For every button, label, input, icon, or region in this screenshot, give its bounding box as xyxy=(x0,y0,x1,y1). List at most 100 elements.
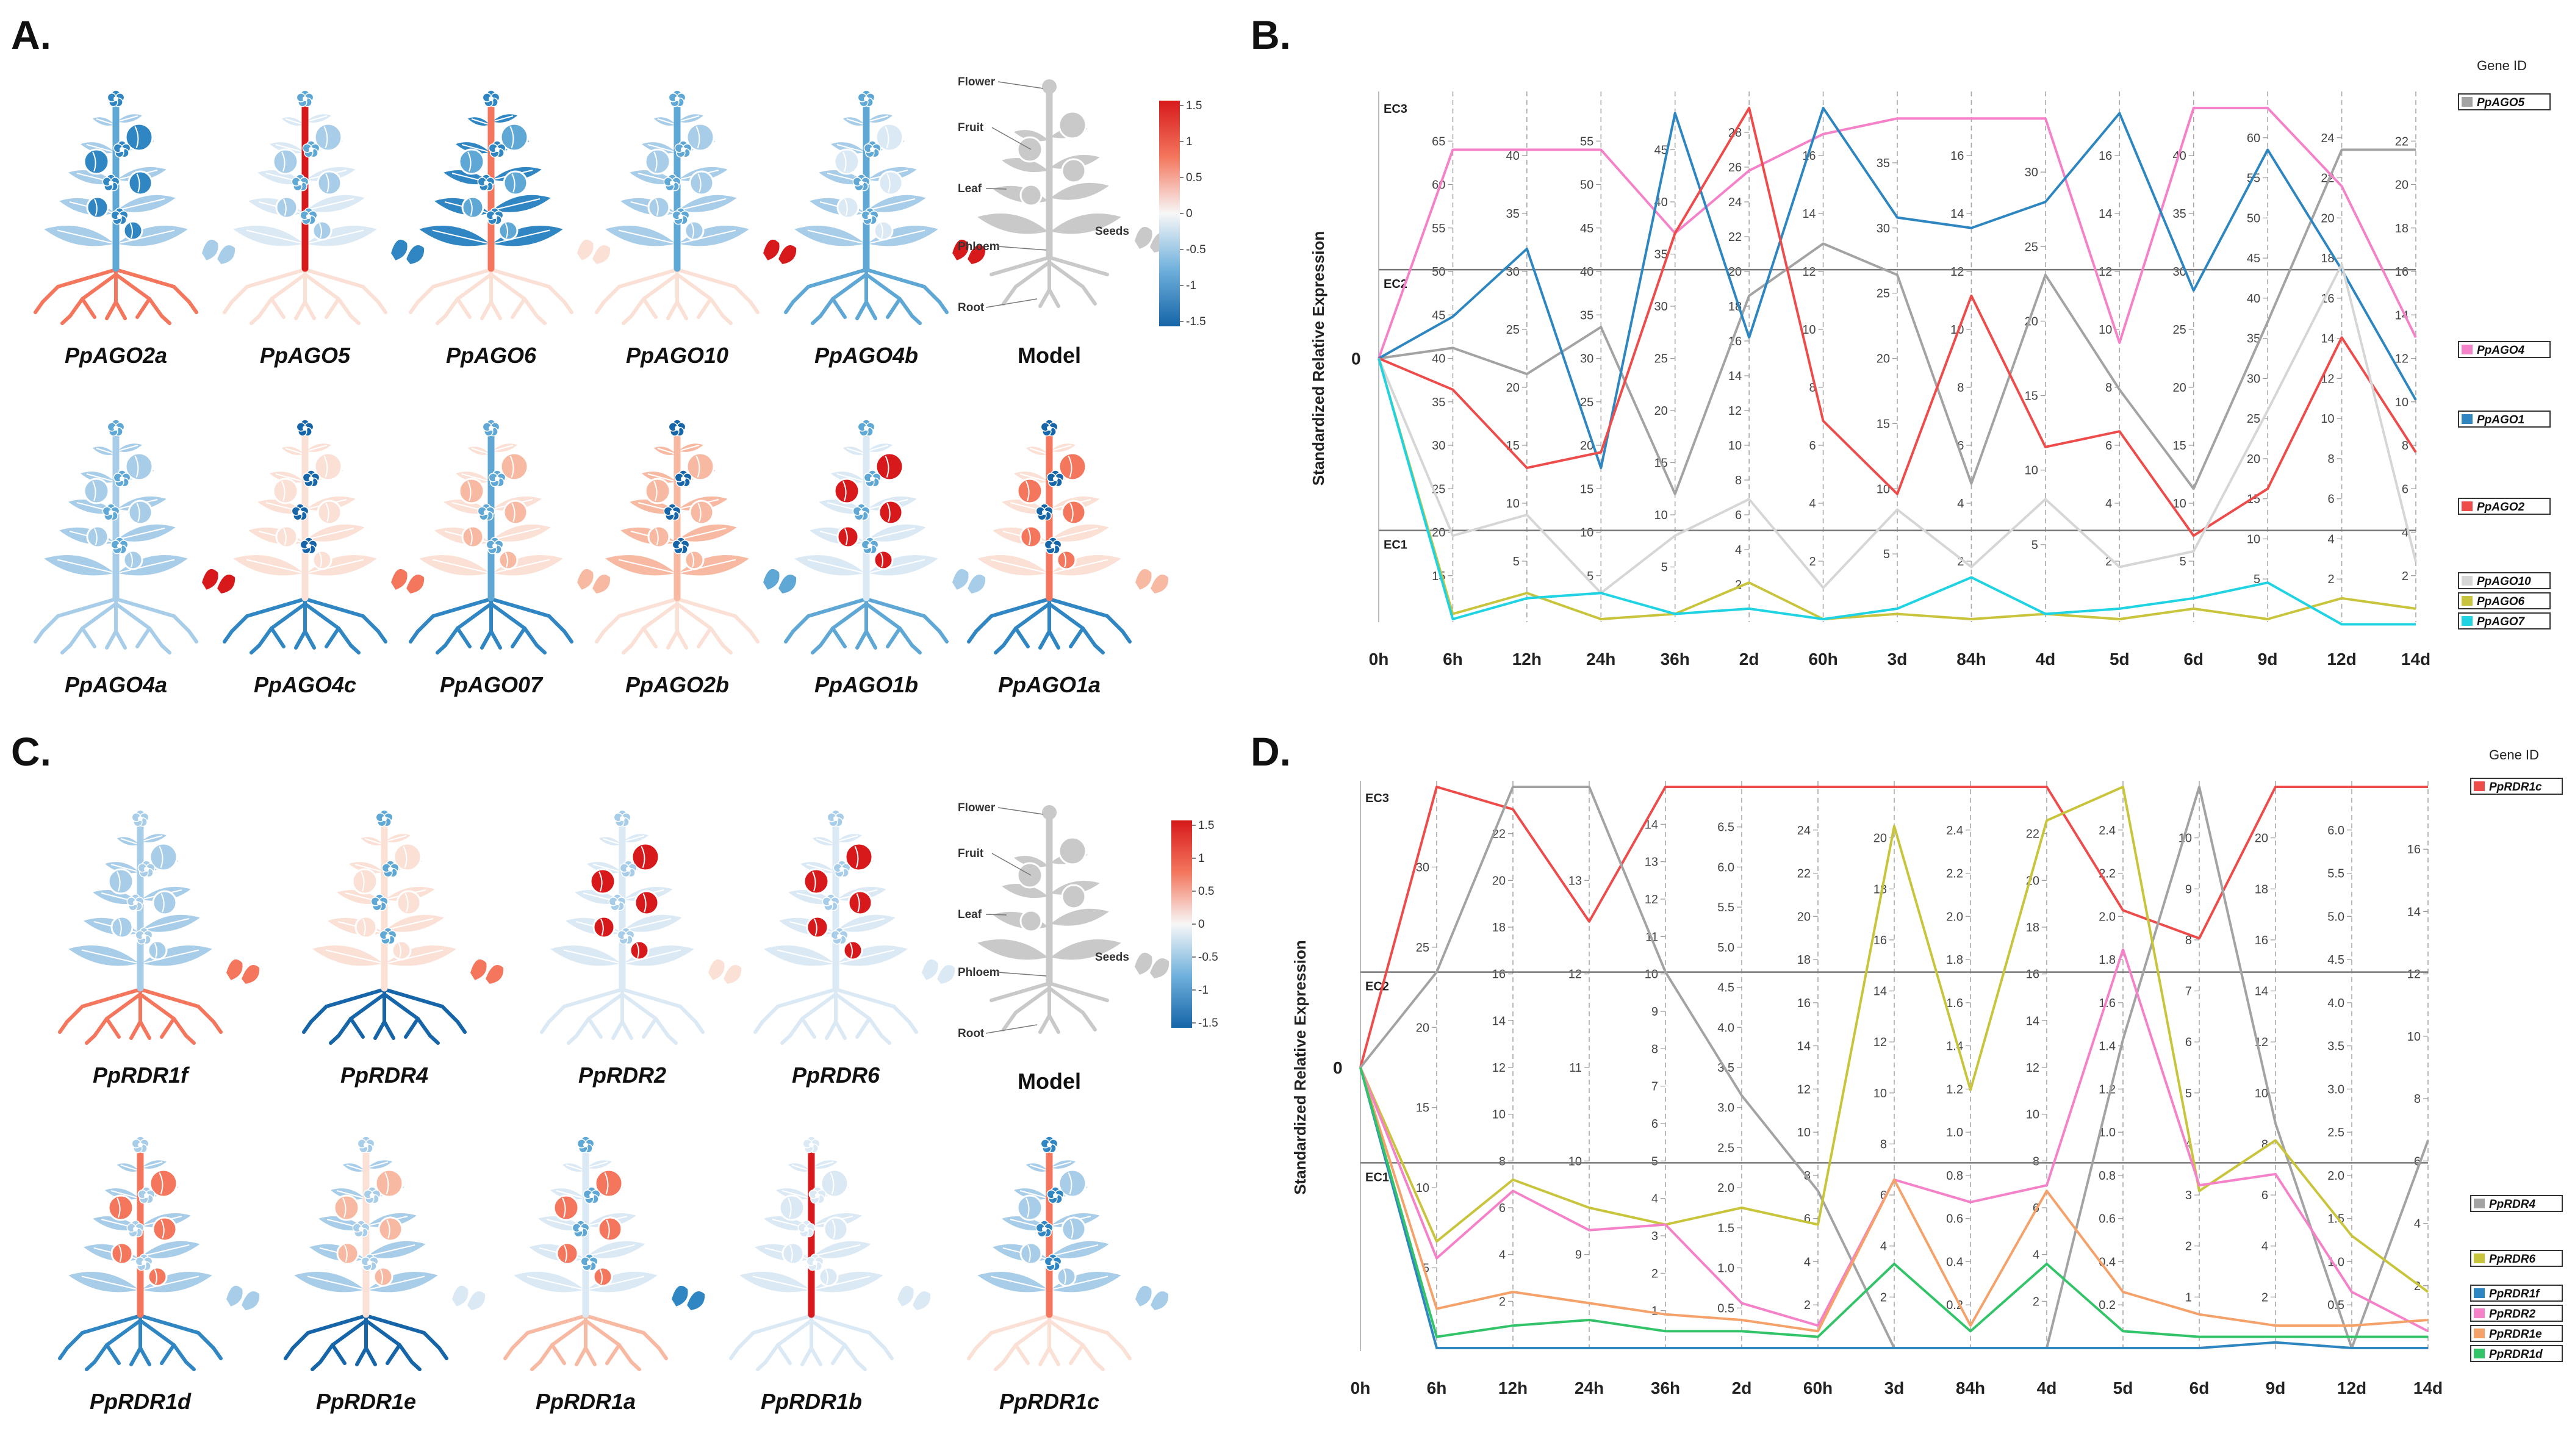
plant-leaves xyxy=(974,442,1124,577)
plant-flowers xyxy=(352,1136,381,1271)
colorbar-tick: -1.5 xyxy=(1186,315,1206,328)
plant-roots xyxy=(784,264,949,325)
plant-seeds xyxy=(575,238,612,266)
axis-tick-label: 6 xyxy=(1499,1202,1506,1215)
axis-tick-label: 4 xyxy=(2261,1240,2268,1253)
plant-flowers xyxy=(663,90,692,225)
axis-tick-label: 20 xyxy=(1416,1021,1429,1035)
axis-tick-label: 1.4 xyxy=(1946,1040,1963,1053)
axis-tick-label: 3.5 xyxy=(2327,1040,2344,1053)
axis-tick-label: 15 xyxy=(1580,482,1593,496)
x-tick-label: 9d xyxy=(2258,650,2278,669)
axis-tick-label: 30 xyxy=(1416,861,1429,874)
gene-label: PpRDR1d xyxy=(90,1389,192,1414)
axis-ticks: 9 10 11 12 13 xyxy=(1568,874,1589,1262)
model-label-flower: Flower xyxy=(958,76,996,88)
axis-tick-label: 20 xyxy=(1506,381,1520,395)
axis-tick-label: 2 xyxy=(2105,555,2112,568)
model-diagram-c: Flower Fruit Leaf Phloem Root Seeds Model xyxy=(958,802,1169,1094)
axis-tick-label: 8 xyxy=(1809,381,1816,395)
gene-label: PpRDR6 xyxy=(792,1063,880,1088)
plant-roots xyxy=(967,593,1132,654)
axis-tick-label: 35 xyxy=(2172,207,2186,221)
plant-roots xyxy=(409,593,573,654)
colorbar-tick: 1 xyxy=(1198,852,1205,865)
axis-tick-label: 2.0 xyxy=(2099,910,2116,923)
plant-seeds xyxy=(670,1284,706,1312)
axis-tick-label: 10 xyxy=(2026,1108,2039,1122)
axis-tick-label: 5 xyxy=(2185,1087,2192,1100)
axis-tick-label: 2.2 xyxy=(1946,867,1963,881)
axis-tick-label: 15 xyxy=(2025,390,2038,403)
plant-PpAGO4a: PpAGO4a xyxy=(34,419,237,697)
axis-tick-label: 1 xyxy=(1651,1305,1658,1318)
axis-tick-label: 2.4 xyxy=(2099,824,2116,837)
colorbar-tick: -0.5 xyxy=(1198,951,1218,964)
panel-label-c: C. xyxy=(11,729,51,774)
plant-seeds xyxy=(920,958,957,986)
plant-seeds xyxy=(1133,567,1170,595)
axis-tick-label: 2.0 xyxy=(1717,1182,1734,1195)
x-tick-label: 6h xyxy=(1443,650,1463,669)
series-line-PpRDR1d xyxy=(1359,1067,2428,1338)
axis-tick-label: 16 xyxy=(1492,968,1506,981)
axis-tick-label: 30 xyxy=(1432,439,1445,453)
colorbar-tick: 0.5 xyxy=(1198,885,1214,898)
axis-tick-label: 16 xyxy=(1873,934,1887,947)
axis-tick-label: 25 xyxy=(1580,396,1593,409)
axis-ticks: 2 4 6 8 10 12 14 16 xyxy=(2099,149,2120,568)
axis-tick-label: 8 xyxy=(2402,439,2409,453)
legend-item-PpAGO10: PpAGO10 xyxy=(2458,572,2551,589)
x-tick-label: 0h xyxy=(1351,1379,1371,1397)
legend-label: PpAGO6 xyxy=(2477,595,2525,608)
axis-tick-label: 8 xyxy=(2414,1092,2421,1106)
band-label-ec1: EC1 xyxy=(1384,539,1407,552)
legend-label: PpAGO7 xyxy=(2477,615,2526,628)
axis-tick-label: 4 xyxy=(1809,497,1816,511)
panel-label-d: D. xyxy=(1251,729,1291,774)
plant-PpAGO2a: PpAGO2a xyxy=(34,90,237,368)
plant-flowers xyxy=(370,809,400,945)
axis-tick-label: 6 xyxy=(1735,509,1742,522)
model-plant xyxy=(974,805,1169,1034)
axis-tick-label: 5 xyxy=(1651,1155,1658,1168)
axis-tick-label: 3.0 xyxy=(2327,1083,2344,1096)
plant-roots xyxy=(729,1310,894,1371)
x-tick-label: 4d xyxy=(2037,1379,2057,1397)
axis-tick-label: 10 xyxy=(2099,323,2112,337)
series-line-PpAGO5 xyxy=(1378,148,2416,495)
axis-tick-label: 14 xyxy=(2395,309,2409,322)
axis-tick-label: 6 xyxy=(2327,493,2334,506)
plant-fruits xyxy=(778,1169,849,1287)
gene-label: PpAGO5 xyxy=(260,343,351,368)
plant-flowers xyxy=(1035,419,1065,554)
plant-roots xyxy=(503,1310,668,1371)
x-tick-label: 36h xyxy=(1661,650,1690,669)
axis-tick-label: 18 xyxy=(1492,921,1506,934)
panel-c-plants: PpRDR1f PpRDR4 PpRDR2 PpRDR6 PpRDR1d PpRDR1e P… xyxy=(58,809,1170,1414)
x-tick-label: 36h xyxy=(1651,1379,1680,1397)
legend-label: PpRDR2 xyxy=(2489,1308,2535,1321)
model-title: Model xyxy=(1018,343,1081,368)
axis-tick-label: 0.2 xyxy=(2099,1299,2116,1312)
model-label-leaf: Leaf xyxy=(958,908,982,921)
axis-tick-label: 22 xyxy=(2026,828,2039,841)
axis-tick-label: 6.0 xyxy=(1717,861,1734,874)
x-tick-label: 60h xyxy=(1808,650,1837,669)
axis-tick-label: 2 xyxy=(2185,1240,2192,1253)
axis-ticks: 0.20.40.60.81.01.21.41.61.82.02.22.4 xyxy=(2099,824,2123,1312)
axis-tick-label: 16 xyxy=(2255,934,2268,947)
axis-tick-label: 10 xyxy=(1568,1155,1582,1168)
plant-flowers xyxy=(852,419,882,554)
legend-item-PpRDR6: PpRDR6 xyxy=(2470,1250,2563,1267)
axis-tick-label: 10 xyxy=(1492,1108,1506,1122)
axis-tick-label: 12 xyxy=(1802,265,1816,279)
axis-tick-label: 1.6 xyxy=(2099,997,2116,1010)
axis-tick-label: 6 xyxy=(2185,1036,2192,1049)
axis-tick-label: 1.8 xyxy=(1946,953,1963,967)
axis-tick-label: 3.0 xyxy=(1717,1102,1734,1115)
axis-tick-label: 0.8 xyxy=(1946,1169,1963,1183)
